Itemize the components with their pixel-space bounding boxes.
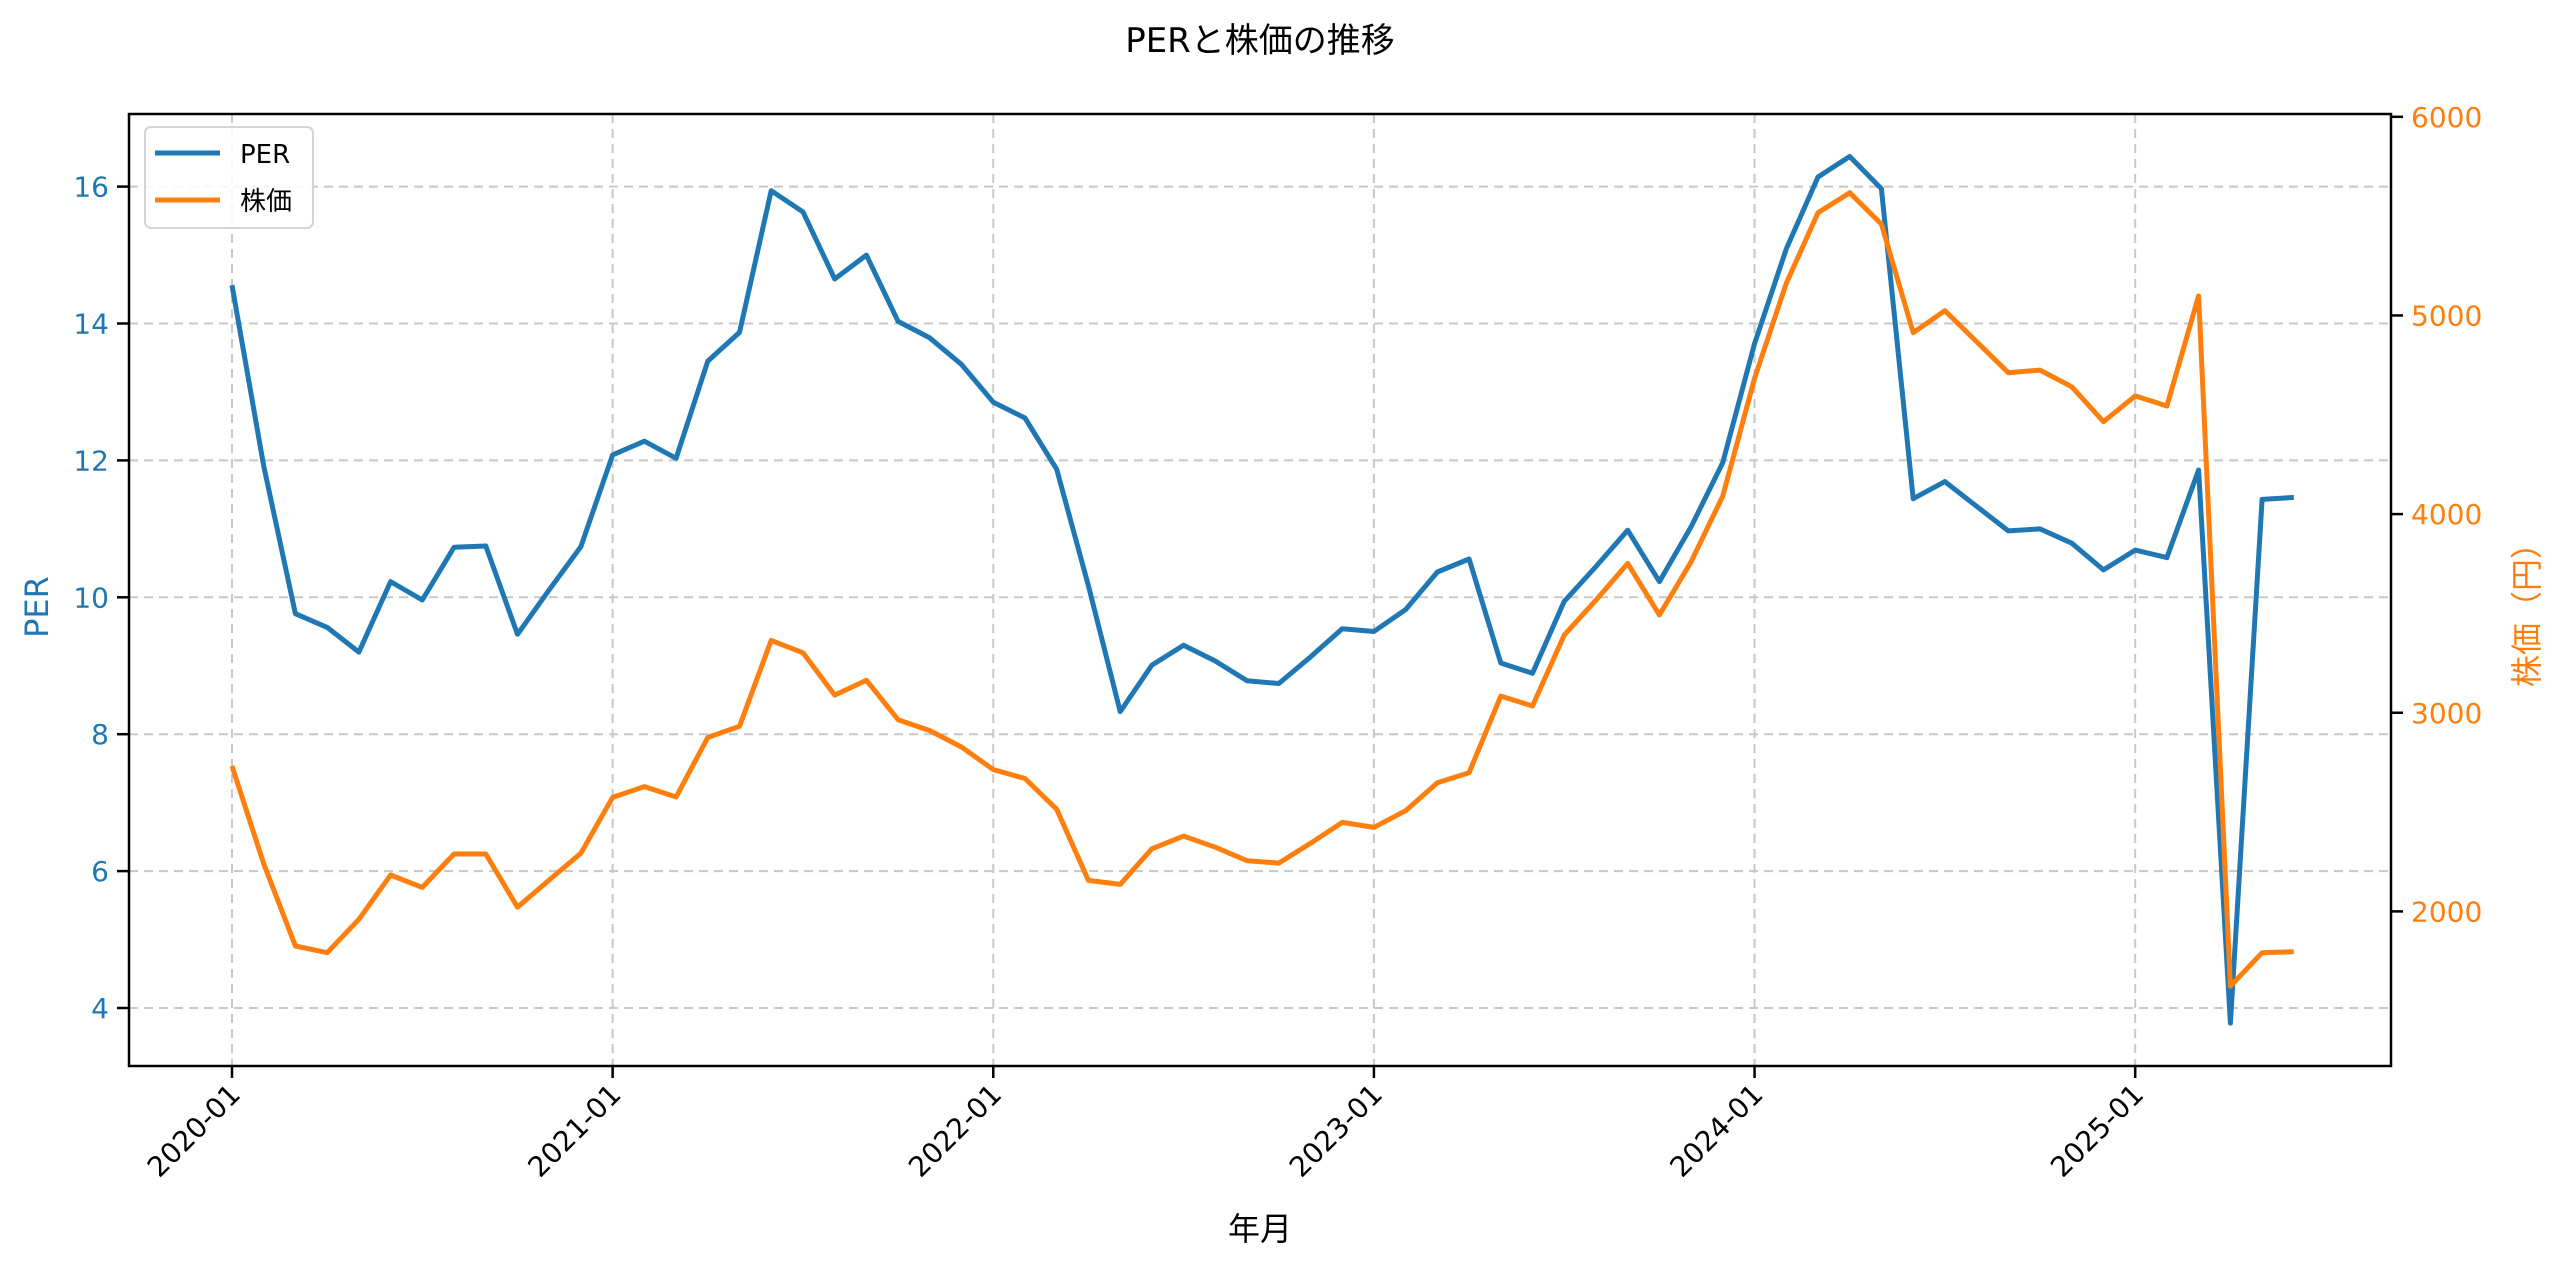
- left-y-tick-label: 14: [73, 308, 109, 341]
- left-y-tick-label: 6: [91, 855, 109, 888]
- left-y-tick-label: 8: [91, 718, 109, 751]
- right-y-axis-label: 株価（円）: [2508, 527, 2546, 687]
- x-tick-label: 2024-01: [1663, 1078, 1769, 1184]
- x-tick-label: 2021-01: [522, 1078, 628, 1184]
- left-y-axis-label: PER: [18, 576, 56, 638]
- right-y-tick-label: 2000: [2411, 895, 2482, 928]
- per-line: [229, 154, 2294, 1026]
- left-y-tick-label: 4: [91, 992, 109, 1025]
- left-y-axis: 4 6 8 10 12 14 16: [73, 171, 129, 1025]
- left-y-tick-label: 12: [73, 444, 109, 477]
- right-y-axis: 2000 3000 4000 5000 6000: [2391, 101, 2482, 928]
- x-tick-label: 2023-01: [1283, 1078, 1389, 1184]
- x-tick-label: 2022-01: [902, 1078, 1008, 1184]
- x-tick-label: 2025-01: [2044, 1078, 2150, 1184]
- right-y-tick-label: 4000: [2411, 498, 2482, 531]
- plot-lines: [229, 154, 2294, 1026]
- right-y-tick-label: 3000: [2411, 697, 2482, 730]
- right-y-tick-label: 5000: [2411, 299, 2482, 332]
- plot-frame: [127, 112, 2393, 1068]
- grid: [129, 114, 2391, 1066]
- left-y-tick-label: 10: [73, 581, 109, 614]
- legend-label-per: PER: [240, 140, 290, 170]
- right-y-tick-label: 6000: [2411, 101, 2482, 134]
- x-axis-label: 年月: [1228, 1210, 1292, 1248]
- price-line: [229, 190, 2294, 989]
- legend: PER 株価: [144, 126, 314, 229]
- chart-title: PERと株価の推移: [1125, 21, 1395, 61]
- legend-label-price: 株価: [240, 187, 292, 217]
- x-axis: 2020-01 2021-01 2022-01 2023-01 2024-01 2025-…: [141, 1066, 2150, 1184]
- x-tick-label: 2020-01: [141, 1078, 247, 1184]
- left-y-tick-label: 16: [73, 171, 109, 204]
